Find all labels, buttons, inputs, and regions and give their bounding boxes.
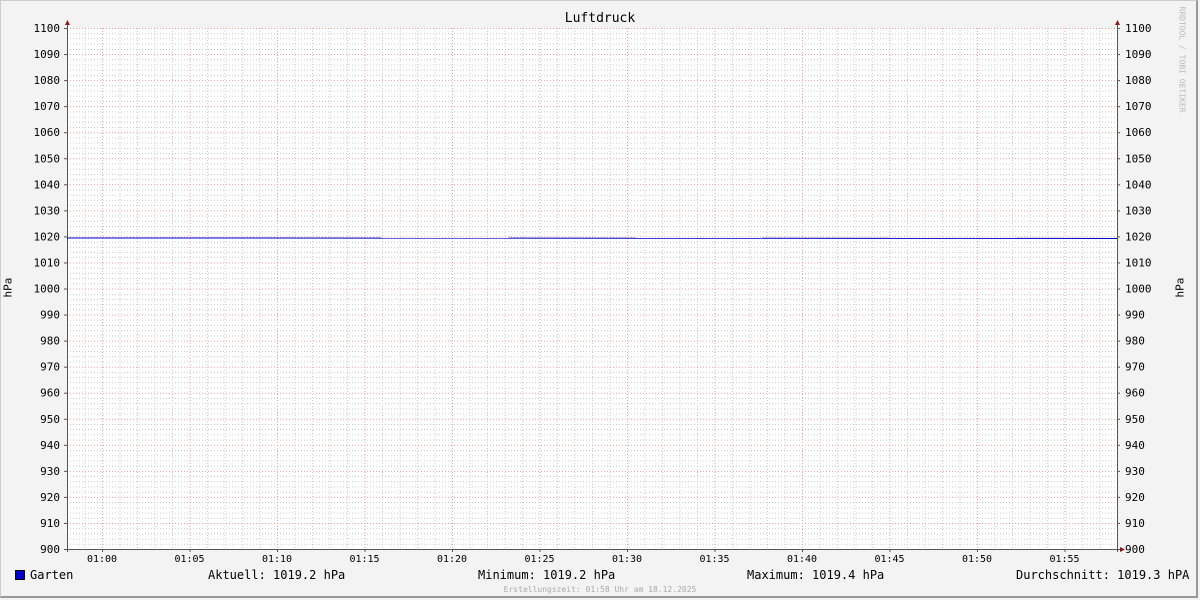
y-tick-label-right: 1000 <box>1125 283 1152 296</box>
y-tick-label-right: 1080 <box>1125 74 1152 87</box>
y-axis-label-left: hPa <box>1 277 15 298</box>
y-tick-label-left: 1050 <box>34 152 61 165</box>
x-tick-label: 01:45 <box>874 554 904 565</box>
y-tick-label-left: 960 <box>40 387 60 400</box>
y-tick-label-right: 990 <box>1125 309 1145 322</box>
legend-minimum: Minimum: 1019.2 hPa <box>478 568 616 582</box>
y-tick-label-right: 1010 <box>1125 256 1152 269</box>
x-tick-label: 01:55 <box>1049 554 1079 565</box>
y-tick-label-left: 940 <box>40 439 60 452</box>
y-tick-label-right: 930 <box>1125 465 1145 478</box>
series-line-garten <box>66 237 1118 239</box>
legend-series-name: Garten <box>30 568 74 582</box>
y-axis-label-right: hPa <box>1173 277 1187 298</box>
legend-current: Aktuell: 1019.2 hPa <box>208 568 346 582</box>
x-tick-label: 01:10 <box>262 554 292 565</box>
y-tick-label-left: 950 <box>40 413 60 426</box>
watermark: RRDTOOL / TOBI OETIKER <box>1177 6 1187 113</box>
x-tick-label: 01:50 <box>962 554 992 565</box>
y-tick-label-left: 900 <box>40 543 60 556</box>
y-tick-label-right: 950 <box>1125 413 1145 426</box>
x-tick-label: 01:40 <box>787 554 817 565</box>
y-tick-label-left: 930 <box>40 465 60 478</box>
x-tick-label: 01:05 <box>174 554 204 565</box>
y-tick-label-right: 980 <box>1125 335 1145 348</box>
y-tick-label-left: 1070 <box>34 100 61 113</box>
legend-swatch-garten <box>15 570 25 580</box>
y-tick-label-right: 1090 <box>1125 48 1152 61</box>
y-tick-label-left: 920 <box>40 491 60 504</box>
x-tick-label: 01:25 <box>524 554 554 565</box>
chart-title: Luftdruck <box>564 11 636 26</box>
y-tick-label-right: 1020 <box>1125 230 1152 243</box>
y-tick-label-right: 900 <box>1125 543 1145 556</box>
y-tick-label-right: 960 <box>1125 387 1145 400</box>
y-tick-label-right: 1040 <box>1125 178 1152 191</box>
y-tick-label-left: 910 <box>40 517 60 530</box>
x-axis-arrow <box>1120 547 1125 552</box>
y-tick-label-left: 970 <box>40 361 60 374</box>
x-tick-label: 01:35 <box>699 554 729 565</box>
y-tick-label-right: 970 <box>1125 361 1145 374</box>
y-tick-label-left: 980 <box>40 335 60 348</box>
y-tick-label-left: 990 <box>40 309 60 322</box>
y-tick-label-right: 910 <box>1125 517 1145 530</box>
y-tick-label-left: 1010 <box>34 256 61 269</box>
legend-maximum: Maximum: 1019.4 hPa <box>747 568 885 582</box>
y-tick-label-left: 1060 <box>34 126 61 139</box>
y-tick-label-left: 1040 <box>34 178 61 191</box>
y-axis-arrow-left <box>65 20 70 25</box>
y-tick-label-right: 940 <box>1125 439 1145 452</box>
y-tick-label-right: 1060 <box>1125 126 1152 139</box>
y-tick-label-right: 1050 <box>1125 152 1152 165</box>
y-axis-arrow-right <box>1115 20 1120 25</box>
x-tick-label: 01:20 <box>437 554 467 565</box>
x-tick-label: 01:00 <box>87 554 117 565</box>
legend-average: Durchschnitt: 1019.3 hPA <box>1016 568 1190 582</box>
y-tick-label-left: 1100 <box>34 22 61 35</box>
y-tick-label-right: 1070 <box>1125 100 1152 113</box>
x-tick-label: 01:30 <box>612 554 642 565</box>
y-tick-label-right: 1100 <box>1125 22 1152 35</box>
footer-timestamp: Erstellungszeit: 01:58 Uhr am 18.12.2025 <box>503 585 697 594</box>
y-tick-label-left: 1000 <box>34 283 61 296</box>
x-tick-label: 01:15 <box>349 554 379 565</box>
y-tick-label-left: 1090 <box>34 48 61 61</box>
y-tick-label-right: 1030 <box>1125 204 1152 217</box>
y-tick-label-left: 1020 <box>34 230 61 243</box>
y-tick-label-left: 1080 <box>34 74 61 87</box>
y-tick-label-left: 1030 <box>34 204 61 217</box>
y-tick-label-right: 920 <box>1125 491 1145 504</box>
